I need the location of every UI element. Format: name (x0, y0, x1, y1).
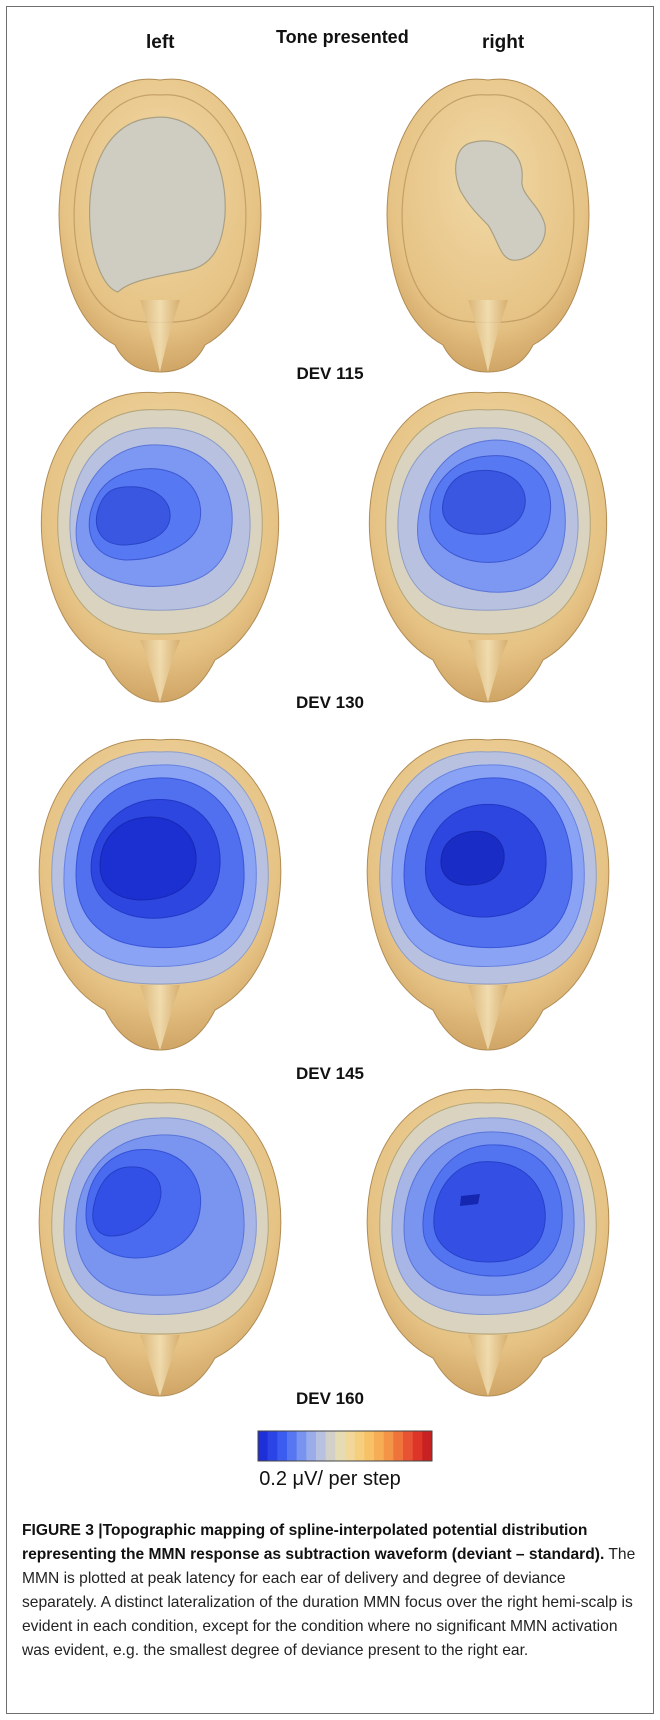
figure-frame (6, 6, 654, 1714)
color-scale-step (267, 1431, 278, 1461)
figure-caption: FIGURE 3 |Topographic mapping of spline-… (22, 1519, 642, 1663)
condition-label-dev160: DEV 160 (295, 1389, 365, 1408)
color-scale-step (383, 1431, 394, 1461)
head-map-dev115-left (58, 78, 262, 373)
color-scale-step (277, 1431, 288, 1461)
color-scale-step (335, 1431, 346, 1461)
color-scale-step (354, 1431, 365, 1461)
head-map-dev130-right (368, 391, 608, 703)
color-scale-step (287, 1431, 297, 1461)
color-scale-step (374, 1431, 384, 1461)
color-scale-step (345, 1431, 355, 1461)
color-scale-border (257, 1430, 433, 1462)
condition-label-dev145: DEV 145 (295, 1064, 365, 1083)
head-map-dev160-left (38, 1088, 282, 1397)
color-scale-step (258, 1431, 268, 1461)
column-label-left: left (146, 32, 175, 53)
color-scale-step (422, 1431, 433, 1461)
head-map-dev130-left (40, 391, 280, 703)
head-map-dev160-right (366, 1088, 610, 1397)
caption-heading: FIGURE 3 |Topographic mapping of spline-… (22, 1522, 605, 1563)
condition-label-dev130: DEV 130 (295, 693, 365, 712)
head-map-dev145-right (366, 738, 610, 1051)
color-scale-bar (257, 1430, 433, 1462)
head-map-dev145-left (38, 738, 282, 1051)
column-label-right: right (482, 32, 525, 53)
caption-body: The MMN is plotted at peak latency for e… (22, 1546, 636, 1659)
column-title: Tone presented (276, 27, 409, 47)
color-scale-step (296, 1431, 307, 1461)
condition-label-dev115: DEV 115 (296, 364, 364, 383)
color-scale-step (316, 1431, 326, 1461)
color-scale-step (364, 1431, 375, 1461)
color-scale-step (325, 1431, 336, 1461)
color-scale-step (403, 1431, 413, 1461)
scale-step-label: 0.2 μV/ per step (259, 1468, 401, 1490)
color-scale-step (412, 1431, 423, 1461)
color-scale-step (393, 1431, 404, 1461)
color-scale-step (306, 1431, 317, 1461)
head-map-dev115-right (386, 78, 590, 373)
